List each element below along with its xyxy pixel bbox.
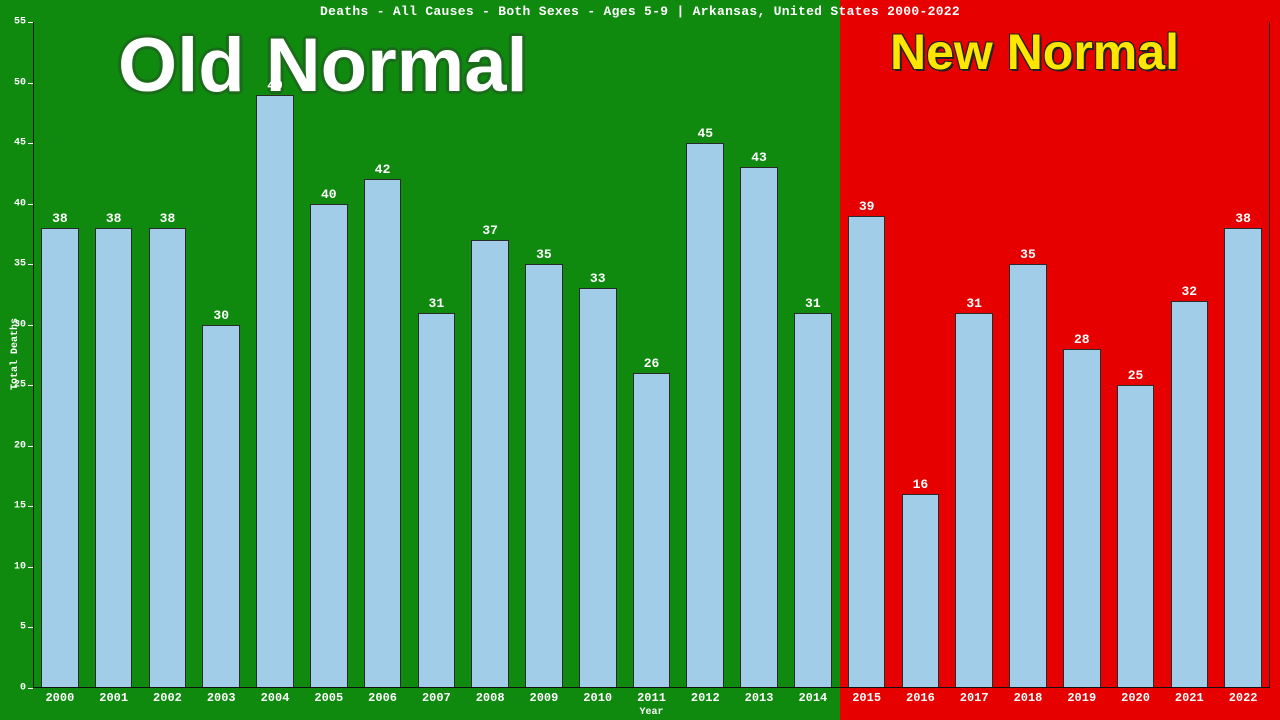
xtick-label: 2021: [1175, 691, 1204, 705]
bar-value-label: 32: [1182, 284, 1198, 299]
bar-value-label: 31: [429, 296, 445, 311]
xtick-label: 2002: [153, 691, 182, 705]
ytick-label: 10: [6, 561, 26, 572]
xtick-label: 2016: [906, 691, 935, 705]
bar-value-label: 33: [590, 271, 606, 286]
ytick-label: 15: [6, 501, 26, 512]
xtick-label: 2007: [422, 691, 451, 705]
bar: [740, 167, 778, 688]
chart-root: Deaths - All Causes - Both Sexes - Ages …: [0, 0, 1280, 720]
bar: [1009, 264, 1047, 688]
bar-value-label: 31: [966, 296, 982, 311]
xtick-label: 2009: [530, 691, 559, 705]
bar: [149, 228, 187, 688]
xtick-label: 2004: [261, 691, 290, 705]
bar: [955, 313, 993, 688]
bar: [1063, 349, 1101, 688]
bar-value-label: 38: [1235, 211, 1251, 226]
bar: [1224, 228, 1262, 688]
chart-title: Deaths - All Causes - Both Sexes - Ages …: [0, 4, 1280, 19]
axis-line: [33, 687, 1270, 688]
xtick-label: 2008: [476, 691, 505, 705]
bar: [1117, 385, 1155, 688]
bar-value-label: 31: [805, 296, 821, 311]
xtick-label: 2005: [314, 691, 343, 705]
bar: [41, 228, 79, 688]
y-axis-label: Total Deaths: [10, 318, 21, 390]
bar-value-label: 37: [482, 223, 498, 238]
bar-value-label: 28: [1074, 332, 1090, 347]
bar-value-label: 16: [913, 477, 929, 492]
ytick-label: 5: [6, 622, 26, 633]
bar-value-label: 38: [52, 211, 68, 226]
bar: [848, 216, 886, 688]
xtick-label: 2014: [798, 691, 827, 705]
bar-value-label: 25: [1128, 368, 1144, 383]
xtick-label: 2015: [852, 691, 881, 705]
xtick-label: 2019: [1067, 691, 1096, 705]
bar: [202, 325, 240, 688]
bar: [902, 494, 940, 688]
bar: [794, 313, 832, 688]
ytick-label: 45: [6, 138, 26, 149]
xtick-label: 2022: [1229, 691, 1258, 705]
old-normal-overlay: Old Normal: [118, 22, 528, 109]
bar: [310, 204, 348, 688]
bar-value-label: 39: [859, 199, 875, 214]
new-normal-overlay: New Normal: [890, 23, 1179, 81]
xtick-label: 2020: [1121, 691, 1150, 705]
bar-value-label: 26: [644, 356, 660, 371]
ytick-mark: [28, 688, 33, 689]
xtick-label: 2018: [1014, 691, 1043, 705]
ytick-label: 40: [6, 198, 26, 209]
ytick-label: 35: [6, 259, 26, 270]
bar-value-label: 43: [751, 150, 767, 165]
bar: [686, 143, 724, 688]
bar: [579, 288, 617, 688]
bar-value-label: 30: [213, 308, 229, 323]
ytick-label: 55: [6, 17, 26, 28]
bar-value-label: 35: [536, 247, 552, 262]
xtick-label: 2003: [207, 691, 236, 705]
bar-value-label: 45: [697, 126, 713, 141]
bar-value-label: 35: [1020, 247, 1036, 262]
xtick-label: 2010: [583, 691, 612, 705]
xtick-label: 2013: [745, 691, 774, 705]
bar: [525, 264, 563, 688]
bar: [633, 373, 671, 688]
bar-value-label: 40: [321, 187, 337, 202]
bar: [95, 228, 133, 688]
axis-line: [33, 22, 34, 688]
bar-value-label: 49: [267, 78, 283, 93]
bar-value-label: 38: [106, 211, 122, 226]
x-axis-label: Year: [627, 707, 677, 718]
xtick-label: 2000: [45, 691, 74, 705]
bar: [471, 240, 509, 688]
ytick-label: 50: [6, 77, 26, 88]
bar-value-label: 38: [160, 211, 176, 226]
bar: [418, 313, 456, 688]
xtick-label: 2001: [99, 691, 128, 705]
bar-value-label: 42: [375, 162, 391, 177]
bar: [1171, 301, 1209, 688]
bar: [256, 95, 294, 688]
ytick-label: 20: [6, 440, 26, 451]
xtick-label: 2012: [691, 691, 720, 705]
xtick-label: 2017: [960, 691, 989, 705]
xtick-label: 2006: [368, 691, 397, 705]
axis-line: [1269, 22, 1270, 688]
ytick-label: 0: [6, 683, 26, 694]
bar: [364, 179, 402, 688]
xtick-label: 2011: [637, 691, 666, 705]
